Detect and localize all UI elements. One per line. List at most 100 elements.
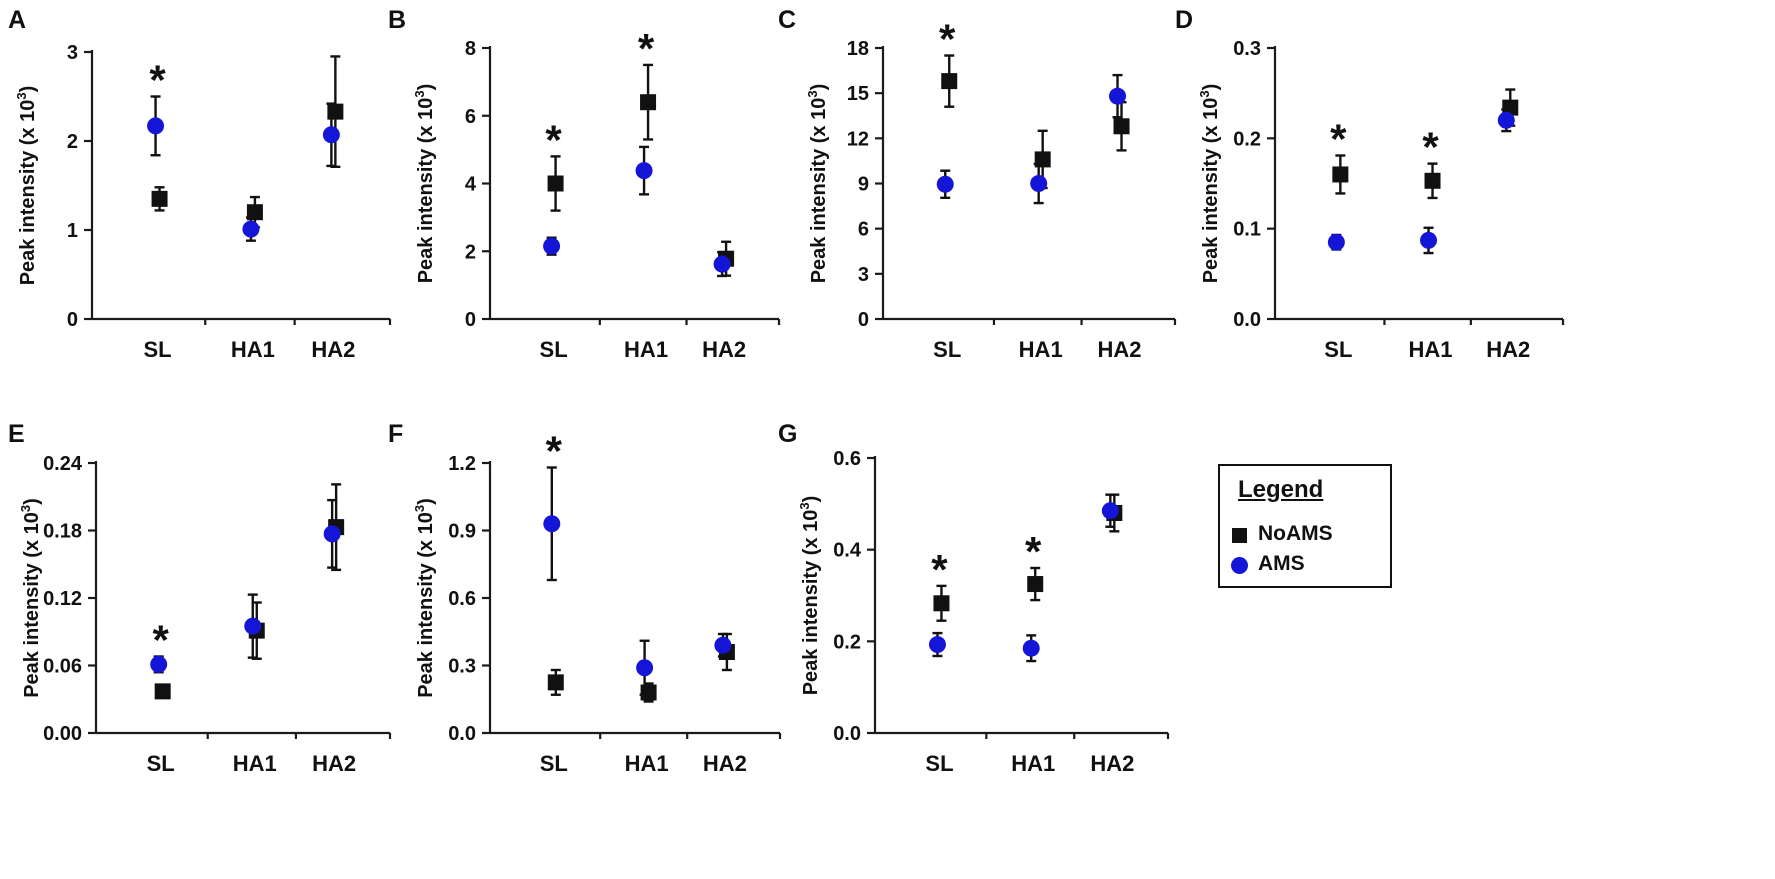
panel-g-ams-point [928, 636, 946, 654]
panel-a-category-label: HA2 [311, 337, 355, 362]
panel-a-y-tick-label: 3 [67, 42, 78, 64]
panel-f-category-label: HA2 [703, 751, 747, 776]
panel-g-significance-star: * [931, 546, 948, 593]
panel-e-y-tick-label: 0.18 [43, 521, 82, 543]
panel-f-ams-point [714, 636, 732, 654]
panel-g-ams-point [1022, 639, 1040, 657]
panel-d-significance-star: * [1422, 124, 1439, 171]
panel-d-noams-point [1332, 166, 1349, 183]
panel-f-noams-point [640, 684, 657, 701]
panel-b-ams-point [543, 237, 561, 255]
legend-marker-ams [1231, 557, 1248, 574]
panel-e-significance-star: * [153, 617, 170, 664]
panel-a-y-tick-label: 1 [67, 220, 78, 242]
panel-c-letter: C [778, 6, 796, 34]
panel-b-noams-point [640, 94, 657, 111]
panel-c-category-label: HA2 [1098, 337, 1142, 362]
panel-a-y-tick-label: 2 [67, 131, 78, 153]
panel-f-y-tick-label: 1.2 [448, 453, 476, 475]
panel-b-ams-point [713, 255, 731, 273]
panel-a-y-tick-label: 0 [67, 309, 78, 331]
panel-d-y-tick-label: 0.3 [1233, 38, 1261, 60]
legend-label-noams: NoAMS [1258, 522, 1333, 545]
panel-g-category-label: HA1 [1011, 751, 1055, 776]
legend-box: Legend NoAMS AMS [1218, 464, 1392, 588]
panel-e-category-label: SL [147, 751, 175, 776]
panel-b-y-axis-label: Peak intensity (x 103) [412, 84, 437, 284]
panel-b-y-tick-label: 8 [465, 38, 476, 60]
panel-g-noams-point [1027, 576, 1044, 593]
panel-a-category-label: SL [143, 337, 171, 362]
panel-b-y-tick-label: 0 [465, 309, 476, 331]
panel-d-category-label: SL [1324, 337, 1352, 362]
panel-d-letter: D [1175, 6, 1193, 34]
panel-b-y-tick-label: 4 [465, 174, 477, 196]
panel-a-ams-point [242, 220, 260, 238]
panel-f-ams-point [543, 515, 561, 533]
panel-f-ams-point [636, 659, 654, 677]
panel-c-y-tick-label: 0 [858, 309, 869, 331]
panel-d-y-tick-label: 0.2 [1233, 128, 1261, 150]
panel-g-ams-point [1101, 502, 1119, 520]
panel-c-y-tick-label: 15 [847, 83, 869, 105]
panel-b-ams-point [635, 162, 653, 180]
panel-c-category-label: SL [933, 337, 961, 362]
panel-a-noams-point [151, 190, 168, 207]
panel-f-category-label: SL [540, 751, 568, 776]
panel-e-noams-point [154, 683, 171, 700]
panel-b-category-label: SL [540, 337, 568, 362]
panel-e-ams-point [323, 525, 341, 543]
panel-c-y-tick-label: 6 [858, 219, 869, 241]
panel-g-y-tick-label: 0.2 [833, 631, 861, 653]
panel-g-significance-star: * [1025, 528, 1042, 575]
panel-g-category-label: HA2 [1090, 751, 1134, 776]
panel-c-y-tick-label: 18 [847, 38, 869, 60]
panel-b-letter: B [388, 6, 406, 34]
panel-c-ams-point [936, 175, 954, 193]
panel-b-category-label: HA2 [702, 337, 746, 362]
panel-e-y-tick-label: 0.12 [43, 588, 82, 610]
panel-a-noams-point [246, 204, 263, 221]
panel-f-y-tick-label: 0.3 [448, 656, 476, 678]
panel-e-ams-point [244, 617, 262, 635]
panel-d-y-tick-label: 0.1 [1233, 219, 1261, 241]
panel-g-y-axis-label: Peak intensity (x 103) [797, 496, 822, 696]
panel-f-noams-point [547, 674, 564, 691]
panel-d-noams-point [1502, 99, 1519, 116]
panel-e-ams-point [150, 655, 168, 673]
panel-f-y-tick-label: 0.0 [448, 723, 476, 745]
panel-c-category-label: HA1 [1019, 337, 1063, 362]
panel-a-letter: A [8, 6, 26, 34]
panel-c-y-tick-label: 3 [858, 264, 869, 286]
panel-g-y-tick-label: 0.6 [833, 448, 861, 470]
panel-c-y-axis-label: Peak intensity (x 103) [805, 84, 830, 284]
panel-e-y-axis-label: Peak intensity (x 103) [18, 498, 43, 698]
panel-f-category-label: HA1 [625, 751, 669, 776]
panel-b-y-tick-label: 6 [465, 106, 476, 128]
legend-label-ams: AMS [1258, 552, 1305, 575]
legend-title: Legend [1238, 476, 1324, 503]
panel-c-y-tick-label: 9 [858, 174, 869, 196]
panel-b-significance-star: * [638, 25, 655, 72]
panel-a-significance-star: * [149, 57, 166, 104]
panel-d-significance-star: * [1330, 115, 1347, 162]
panel-b-noams-point [547, 175, 564, 192]
panel-d-y-tick-label: 0.0 [1233, 309, 1261, 331]
panel-d-category-label: HA1 [1409, 337, 1453, 362]
panel-c-ams-point [1030, 175, 1048, 192]
panel-a-noams-point [327, 103, 344, 120]
panel-f-significance-star: * [546, 428, 563, 475]
panel-g-y-tick-label: 0.0 [833, 723, 861, 745]
panel-g-letter: G [778, 420, 797, 448]
panel-d-y-axis-label: Peak intensity (x 103) [1197, 84, 1222, 284]
panel-a-category-label: HA1 [231, 337, 275, 362]
panel-a-ams-point [322, 126, 340, 144]
panel-f-y-axis-label: Peak intensity (x 103) [412, 498, 437, 698]
panel-b-y-tick-label: 2 [465, 241, 476, 263]
panel-d-ams-point [1327, 233, 1345, 251]
panel-f-y-tick-label: 0.9 [448, 521, 476, 543]
panel-e-y-tick-label: 0.06 [43, 656, 82, 678]
panel-c-y-tick-label: 12 [847, 128, 869, 150]
panel-g-y-tick-label: 0.4 [833, 540, 862, 562]
